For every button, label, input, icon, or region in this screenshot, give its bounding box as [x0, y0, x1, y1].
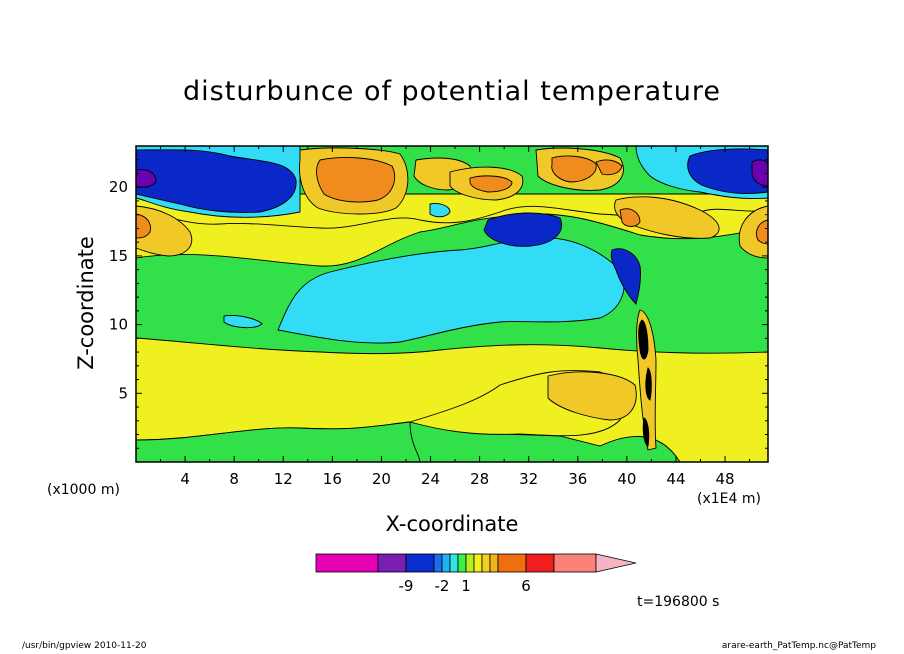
colorbar-swatch	[465, 553, 475, 573]
contour-region	[547, 371, 637, 421]
time-label: t=196800 s	[637, 594, 720, 610]
contour-region	[316, 157, 396, 203]
colorbar-swatch	[449, 553, 459, 573]
colorbar-swatch	[405, 553, 435, 573]
colorbar-swatch	[497, 553, 527, 573]
y-axis: 5 10 15 20	[109, 159, 768, 449]
contour-region	[751, 159, 768, 187]
contour-region	[136, 421, 421, 462]
contour-region	[610, 248, 641, 305]
x-tick-label: 16	[323, 470, 342, 488]
x-tick-label: 28	[470, 470, 489, 488]
contour-region	[136, 149, 297, 213]
x-tick-label: 12	[274, 470, 293, 488]
x-unit-label: (x1000 m)	[47, 482, 120, 498]
plot-frame	[135, 145, 769, 463]
chart-title: disturbunce of potential temperature	[183, 76, 721, 107]
y-axis-label: Z-coordinate	[74, 236, 98, 370]
x-tick-label: 32	[519, 470, 538, 488]
x-axis: 4 8 12 16 20 24 28 32 36 40 44 48	[160, 146, 751, 488]
contour-region	[638, 319, 649, 360]
colorbar-swatch	[525, 553, 555, 573]
colorbar-swatch	[315, 553, 379, 573]
colorbar-swatch	[481, 553, 491, 573]
contour-region	[429, 203, 451, 218]
contour-region	[738, 205, 768, 259]
colorbar-label: -2	[435, 577, 450, 595]
contour-region	[551, 155, 597, 183]
contour-region	[469, 175, 513, 193]
colorbar-swatch	[553, 553, 597, 573]
y-tick-label: 20	[109, 178, 128, 196]
colorbar-label: 6	[521, 577, 531, 595]
colorbar-arrow	[595, 553, 637, 573]
x-tick-label: 4	[180, 470, 190, 488]
contour-region	[619, 208, 641, 227]
y-tick-label: 15	[109, 247, 128, 265]
x-tick-label: 8	[229, 470, 239, 488]
contour-region	[136, 213, 151, 239]
x-tick-label: 36	[568, 470, 587, 488]
x-tick-label: 20	[372, 470, 391, 488]
colorbar-label: 1	[461, 577, 471, 595]
x-tick-label: 40	[617, 470, 636, 488]
contour-field	[136, 146, 768, 462]
contour-region	[687, 148, 768, 195]
contour-region	[645, 367, 652, 401]
y-tick-label: 5	[118, 384, 128, 402]
x-tick-label: 44	[666, 470, 685, 488]
colorbar-swatch	[433, 553, 443, 573]
x-tick-label: 24	[421, 470, 440, 488]
colorbar-swatch	[473, 553, 483, 573]
colorbar-swatch	[489, 553, 499, 573]
footer-right: arare-earth_PatTemp.nc@PatTemp	[721, 641, 876, 651]
x-unit-label-secondary: (x1E4 m)	[697, 491, 761, 507]
y-tick-label: 10	[109, 316, 128, 334]
colorbar-swatch	[377, 553, 407, 573]
x-axis-label: X-coordinate	[385, 512, 519, 536]
contour-region	[223, 315, 263, 329]
colorbar-swatch	[441, 553, 451, 573]
contour-region	[642, 417, 650, 447]
colorbar: -9 -2 1 6	[315, 553, 637, 595]
x-tick-label: 48	[716, 470, 735, 488]
contour-region	[136, 205, 193, 257]
contour-region	[595, 159, 623, 176]
footer-left: /usr/bin/gpview 2010-11-20	[22, 641, 147, 651]
contour-region	[483, 212, 562, 247]
colorbar-swatch	[457, 553, 467, 573]
colorbar-label: -9	[399, 577, 414, 595]
